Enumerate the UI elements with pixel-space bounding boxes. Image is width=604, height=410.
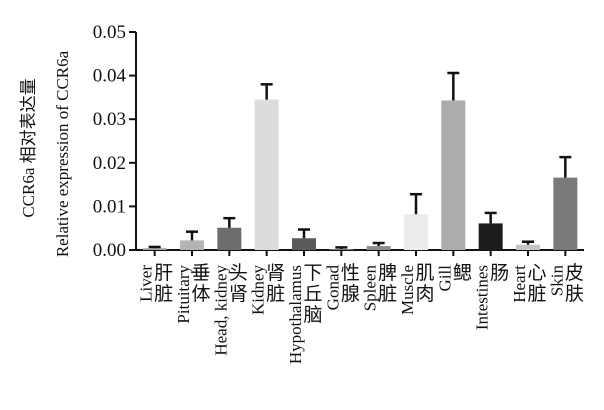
x-label-cn-char: 丘 (303, 283, 322, 305)
bars (142, 99, 578, 251)
x-label-en: Pituitary (174, 265, 193, 324)
x-label-cn-char: 脏 (266, 283, 285, 305)
x-label-cn-char: 脏 (378, 283, 397, 305)
bar (292, 238, 316, 250)
y-tick-label: 0.00 (93, 240, 126, 261)
x-label-cn-char: 脏 (154, 283, 173, 305)
error-bars (148, 71, 572, 249)
x-label-en: Gonad (323, 265, 342, 311)
y-tick-label: 0.03 (93, 109, 126, 130)
x-label-en: Liver (137, 265, 156, 302)
bar (254, 99, 279, 250)
y-tick-label: 0.02 (93, 153, 126, 174)
x-label-en: Hypothalamus (286, 265, 305, 364)
x-label-en: Muscle (398, 265, 417, 315)
x-label-cn-char: 肤 (565, 283, 584, 305)
bar (180, 240, 204, 250)
x-label-cn-char: 垂 (191, 262, 210, 284)
y-tick-label: 0.05 (93, 22, 126, 43)
x-label-cn-char: 下 (303, 263, 322, 284)
bar (142, 248, 167, 250)
x-label-cn-char: 脑 (303, 304, 322, 326)
x-label-cn-char: 肌 (415, 263, 434, 284)
x-label-en: Kidney (249, 265, 268, 316)
x-label-cn-char: 肉 (415, 283, 434, 305)
axes (135, 32, 584, 251)
y-axis-title: CCR6a 相对表达量 Relative expression of CCR6a (19, 50, 72, 257)
x-label-cn-char: 肾 (266, 262, 285, 284)
x-label-en: Skin (547, 265, 566, 297)
y-axis-ticks: 0.00 0.01 0.02 0.03 0.04 0.05 (93, 22, 136, 261)
y-tick-label: 0.01 (93, 196, 126, 217)
x-label-cn-char: 头 (229, 262, 248, 284)
x-label-en: Intestines (473, 265, 492, 330)
x-label-cn-char: 肠 (490, 262, 509, 284)
bar (366, 246, 391, 250)
x-label-cn-char: 心 (527, 263, 546, 284)
x-label-en: Spleen (361, 265, 380, 312)
x-label-cn-char: 脏 (527, 283, 546, 305)
x-label-cn-char: 肝 (154, 263, 173, 284)
x-label-cn-char: 肾 (229, 283, 248, 305)
bar (553, 177, 578, 250)
x-label-cn-char: 鳃 (453, 262, 472, 284)
y-axis-title-cn: CCR6a 相对表达量 (19, 78, 38, 217)
bar (217, 227, 242, 250)
x-label-cn-char: 性 (341, 262, 360, 284)
x-label-en: Gill (435, 265, 454, 292)
bar (329, 249, 354, 250)
x-label-cn-char: 皮 (565, 262, 584, 284)
y-axis-title-en: Relative expression of CCR6a (53, 50, 72, 257)
x-label-cn-char: 体 (191, 283, 210, 305)
bar (404, 214, 428, 250)
x-label-cn-char: 脾 (378, 262, 397, 284)
x-label-cn-char: 腺 (341, 283, 360, 305)
bar (441, 100, 466, 251)
x-label-en: Head, kidney (211, 265, 230, 356)
bar (516, 244, 540, 250)
y-tick-label: 0.04 (93, 66, 127, 87)
x-label-en: Heart (510, 265, 529, 303)
bar (478, 223, 503, 250)
